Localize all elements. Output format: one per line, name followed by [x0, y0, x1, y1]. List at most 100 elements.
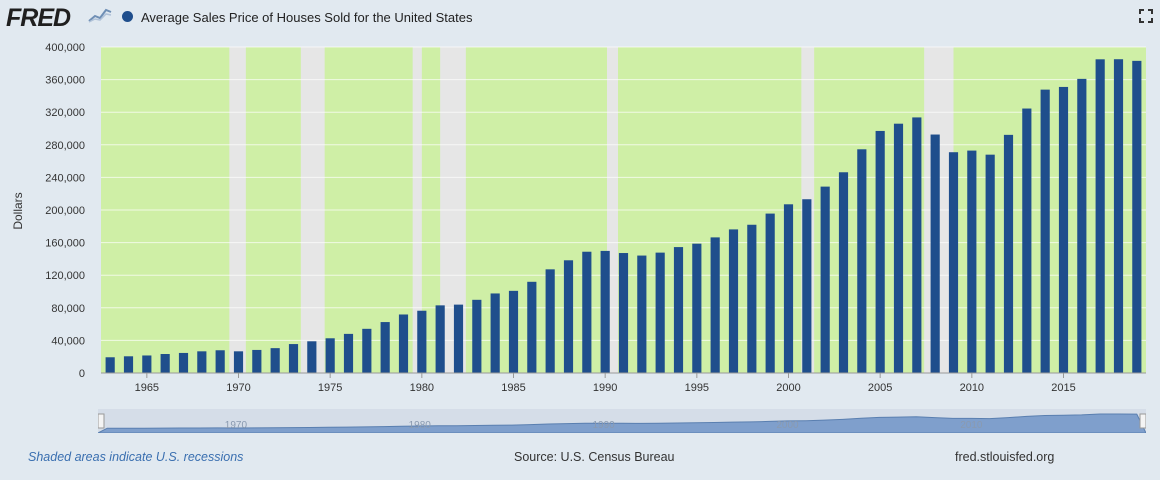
bar	[820, 186, 830, 373]
bar	[1113, 59, 1124, 373]
bar	[105, 357, 115, 373]
bar	[233, 351, 244, 373]
navigator-series-area	[98, 413, 1146, 433]
bar	[380, 322, 390, 373]
x-tick-label: 1995	[685, 382, 709, 394]
bar	[490, 293, 500, 373]
bar	[1132, 60, 1142, 373]
bar	[343, 333, 354, 373]
y-tick-label: 160,000	[45, 238, 85, 250]
site-link[interactable]: fred.stlouisfed.org	[955, 450, 1055, 464]
bar	[1040, 89, 1050, 373]
bar	[472, 299, 482, 373]
legend-marker	[122, 11, 133, 22]
x-tick-label: 1970	[226, 382, 250, 394]
y-tick-label: 80,000	[51, 303, 85, 315]
y-tick-label: 0	[79, 368, 85, 380]
source-note: Source: U.S. Census Bureau	[514, 450, 675, 464]
x-tick-label: 2000	[776, 382, 800, 394]
y-tick-label: 40,000	[51, 335, 85, 347]
bar	[875, 130, 885, 373]
bar	[747, 224, 757, 373]
bar	[197, 351, 207, 373]
bar	[765, 213, 775, 373]
bar	[545, 269, 555, 373]
bar	[857, 149, 867, 373]
bar	[618, 253, 629, 373]
y-tick-label: 320,000	[45, 107, 85, 119]
bar	[1095, 59, 1105, 374]
legend-label[interactable]: Average Sales Price of Houses Sold for t…	[141, 10, 473, 25]
fullscreen-icon[interactable]	[1139, 9, 1153, 23]
y-tick-label: 120,000	[45, 270, 85, 282]
bar	[325, 338, 335, 373]
bar	[417, 310, 427, 373]
bar	[802, 199, 812, 373]
bar	[692, 243, 702, 373]
bar	[1077, 78, 1087, 373]
bar	[362, 328, 372, 373]
bar	[637, 255, 647, 373]
bar	[728, 229, 739, 373]
bar	[1022, 108, 1032, 373]
range-navigator[interactable]: 1970 1980 1990 2000 2010	[98, 409, 1146, 433]
y-tick-label: 200,000	[45, 205, 85, 217]
navigator-handle-left[interactable]	[98, 413, 105, 429]
bar	[398, 314, 409, 373]
bar	[160, 354, 170, 373]
y-tick-label: 240,000	[45, 172, 85, 184]
navigator-handle-right[interactable]	[1139, 413, 1146, 429]
navigator-label: 2000	[776, 420, 799, 431]
navigator-label: 1970	[225, 420, 248, 431]
bar	[435, 305, 445, 373]
y-axis-ticks: 0 40,000 80,000 120,000 160,000 200,000 240,00…	[45, 42, 85, 380]
y-tick-label: 360,000	[45, 75, 85, 87]
bar	[912, 117, 922, 373]
bar	[1003, 134, 1014, 373]
bar	[783, 204, 794, 373]
bar	[252, 349, 262, 373]
bar	[655, 252, 665, 373]
x-tick-label: 2015	[1051, 382, 1075, 394]
bar	[985, 154, 995, 373]
bar	[270, 348, 280, 373]
x-tick-label: 2005	[868, 382, 892, 394]
navigator-label: 1980	[409, 420, 432, 431]
navigator-label: 1990	[592, 420, 615, 431]
bar	[527, 281, 537, 373]
x-tick-label: 1980	[410, 382, 434, 394]
bar	[948, 152, 959, 373]
bar	[930, 134, 940, 373]
x-tick-label: 1965	[135, 382, 159, 394]
x-tick-label: 1975	[318, 382, 342, 394]
fred-graph-icon	[88, 6, 112, 24]
recession-note: Shaded areas indicate U.S. recessions	[28, 450, 244, 464]
navigator-labels: 1970 1980 1990 2000 2010	[225, 420, 983, 431]
fred-logo[interactable]: FRED	[6, 4, 71, 32]
bar-series	[105, 59, 1142, 374]
y-axis-label: Dollars	[11, 192, 25, 229]
bar	[508, 290, 519, 373]
x-tick-label: 1990	[593, 382, 617, 394]
bar	[838, 172, 849, 373]
bar	[967, 150, 977, 373]
bar	[178, 352, 189, 373]
bar	[1058, 86, 1069, 373]
x-axis-ticks: 1965 1970 1975 1980 1985 1990 1995 2000 2005 2010…	[101, 372, 1146, 394]
y-tick-label: 400,000	[45, 42, 85, 54]
bar	[307, 341, 317, 373]
y-tick-label: 280,000	[45, 140, 85, 152]
bar-chart: Dollars 0 40,000 80,000 120,000 160,000 200,0…	[11, 42, 1146, 394]
bar	[215, 350, 225, 373]
bar	[453, 304, 464, 373]
bar	[142, 355, 152, 373]
navigator-label: 2010	[960, 420, 983, 431]
bar	[288, 344, 299, 373]
x-tick-label: 2010	[960, 382, 984, 394]
chart-header: FRED Average Sales Price of Houses Sold …	[0, 0, 1160, 36]
bar	[673, 247, 684, 373]
bar	[582, 251, 592, 373]
x-tick-label: 1985	[501, 382, 525, 394]
bar	[893, 123, 904, 373]
bar	[123, 356, 134, 373]
